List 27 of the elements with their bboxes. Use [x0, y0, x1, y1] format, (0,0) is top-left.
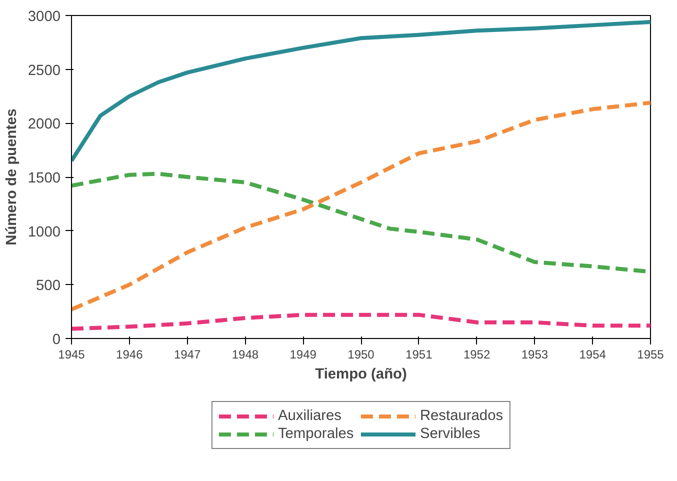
legend-label: Restaurados [420, 408, 504, 424]
x-tick-label: 1945 [58, 348, 86, 362]
x-tick-label: 1946 [116, 348, 144, 362]
x-tick-label: 1949 [290, 348, 317, 362]
y-tick-label: 1500 [28, 170, 61, 186]
y-tick-label: 2500 [28, 62, 61, 79]
y-tick-label: 500 [36, 278, 61, 294]
x-tick-label: 1951 [406, 348, 433, 362]
line-series [72, 312, 650, 331]
x-axis-title: Tiempo (año) [315, 366, 407, 382]
y-tick-label: 1000 [28, 224, 61, 240]
legend-label: Auxiliares [278, 408, 342, 424]
y-axis-title: Número de puentes [4, 108, 20, 246]
x-tick-label: 1950 [348, 348, 375, 362]
legend-label: Servibles [420, 426, 482, 442]
y-tick-label: 0 [52, 332, 61, 348]
line-series [72, 100, 650, 312]
line-series [72, 20, 650, 163]
legend-label: Temporales [278, 426, 355, 442]
x-tick-label: 1947 [174, 348, 201, 362]
x-tick-label: 1954 [579, 348, 606, 362]
x-tick-label: 1948 [232, 348, 259, 362]
y-tick-label: 2000 [28, 116, 61, 133]
x-tick-label: 1952 [463, 348, 490, 362]
y-tick-label: 3000 [28, 9, 61, 25]
x-tick-label: 1953 [521, 348, 548, 362]
x-tick-label: 1955 [637, 348, 664, 362]
